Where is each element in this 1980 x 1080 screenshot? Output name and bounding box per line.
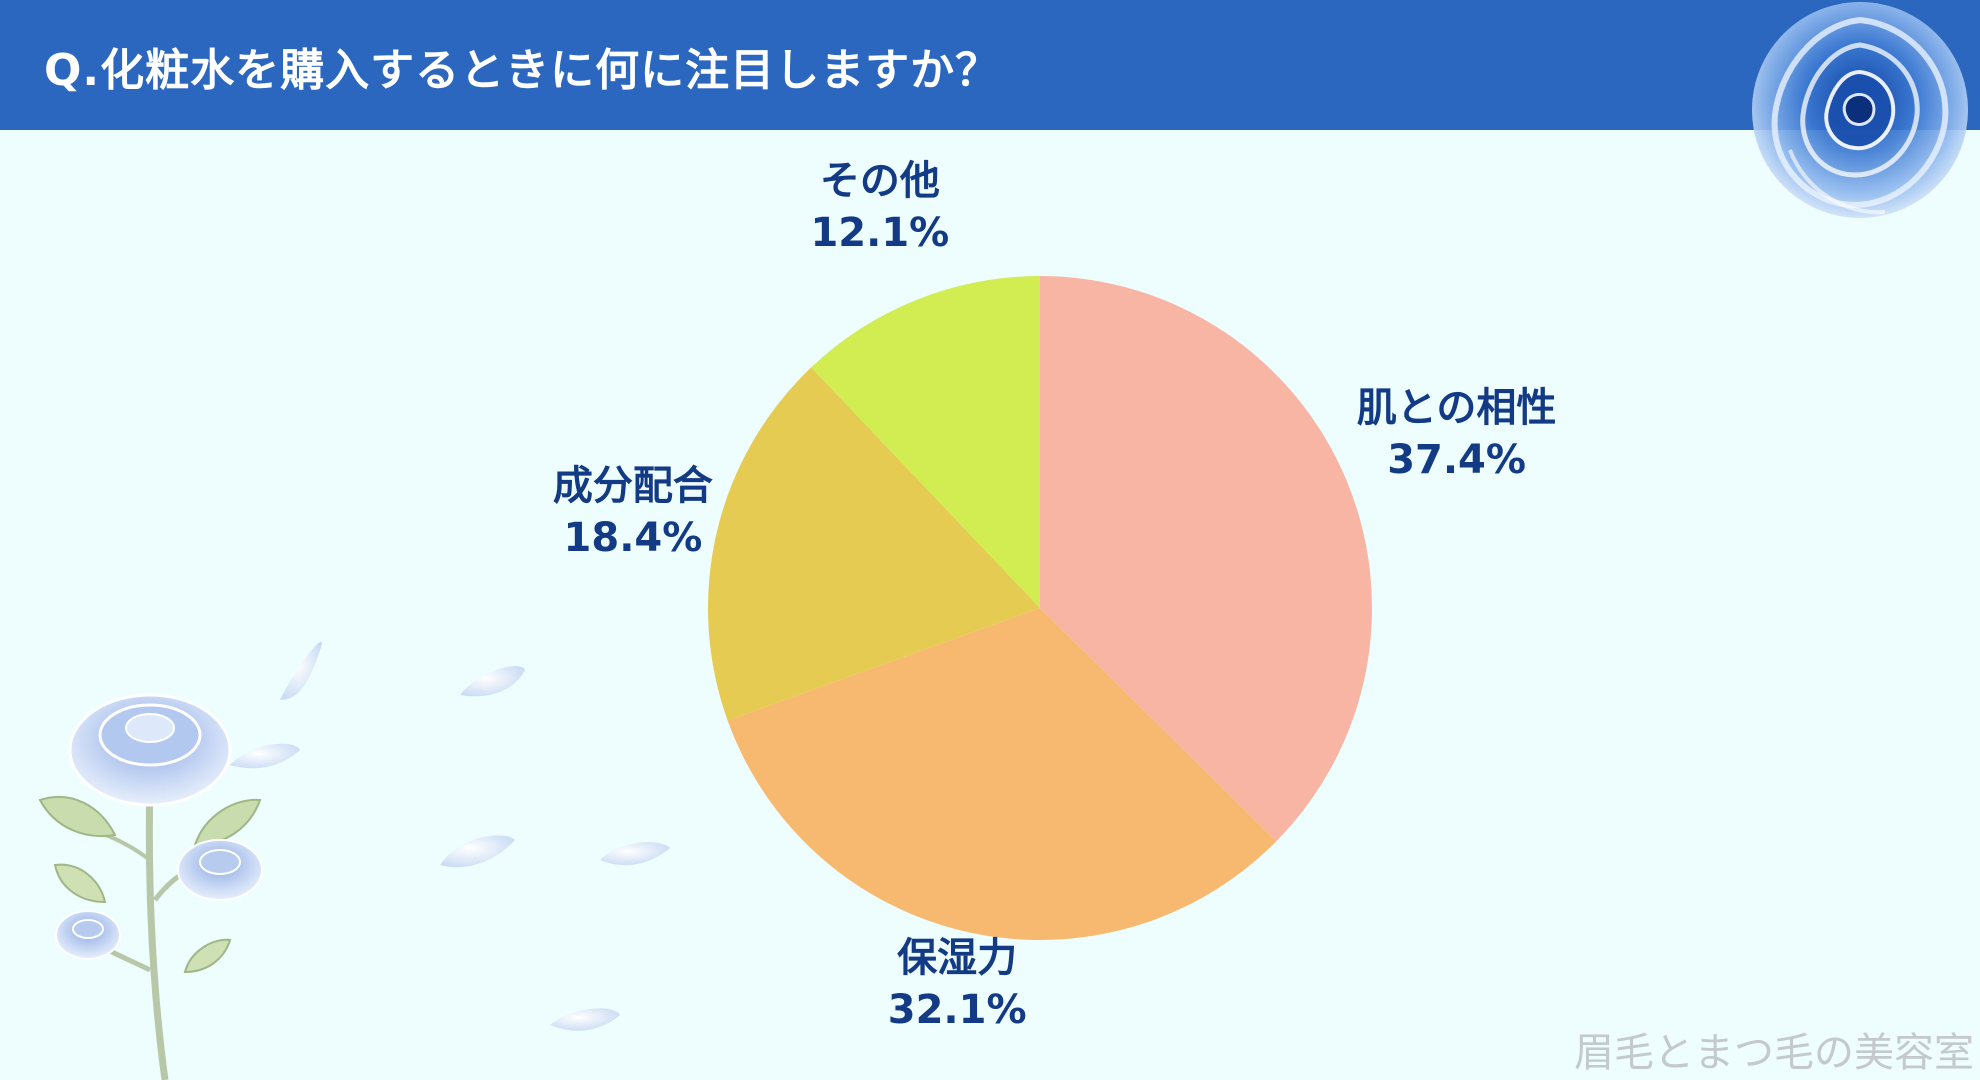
- slice-value: 12.1%: [810, 210, 950, 257]
- slice-label-3: 成分配合 18.4%: [553, 460, 713, 564]
- slice-category: 肌との相性: [1356, 384, 1557, 431]
- pie-slice-3: [708, 367, 1040, 721]
- slice-category: 成分配合: [552, 462, 713, 509]
- pie-slices: [708, 276, 1372, 940]
- slice-value: 37.4%: [1387, 436, 1526, 483]
- watermark-text: 眉毛とまつ毛の美容室: [1574, 1030, 1974, 1076]
- pie-slice-1: [1040, 276, 1372, 842]
- slice-label-2: 保湿力 32.1%: [888, 932, 1027, 1036]
- slice-value: 32.1%: [887, 987, 1027, 1034]
- slice-category: 保湿力: [897, 935, 1018, 982]
- petal-icon: [230, 641, 670, 1031]
- pie-slice-4: [811, 276, 1040, 608]
- slice-label-1: 肌との相性 37.4%: [1357, 382, 1557, 486]
- pie-slice-2: [727, 608, 1277, 940]
- slice-category: その他: [819, 158, 940, 205]
- slice-label-4: その他 12.1%: [810, 155, 949, 259]
- blue-rose-icon: [1752, 2, 1968, 218]
- blue-rose-branch-icon: [38, 641, 670, 1080]
- header-bar: Q.化粧水を購入するときに何に注目しますか？: [0, 0, 1980, 130]
- question-title: Q.化粧水を購入するときに何に注目しますか？: [44, 45, 1001, 96]
- slice-value: 18.4%: [563, 514, 703, 561]
